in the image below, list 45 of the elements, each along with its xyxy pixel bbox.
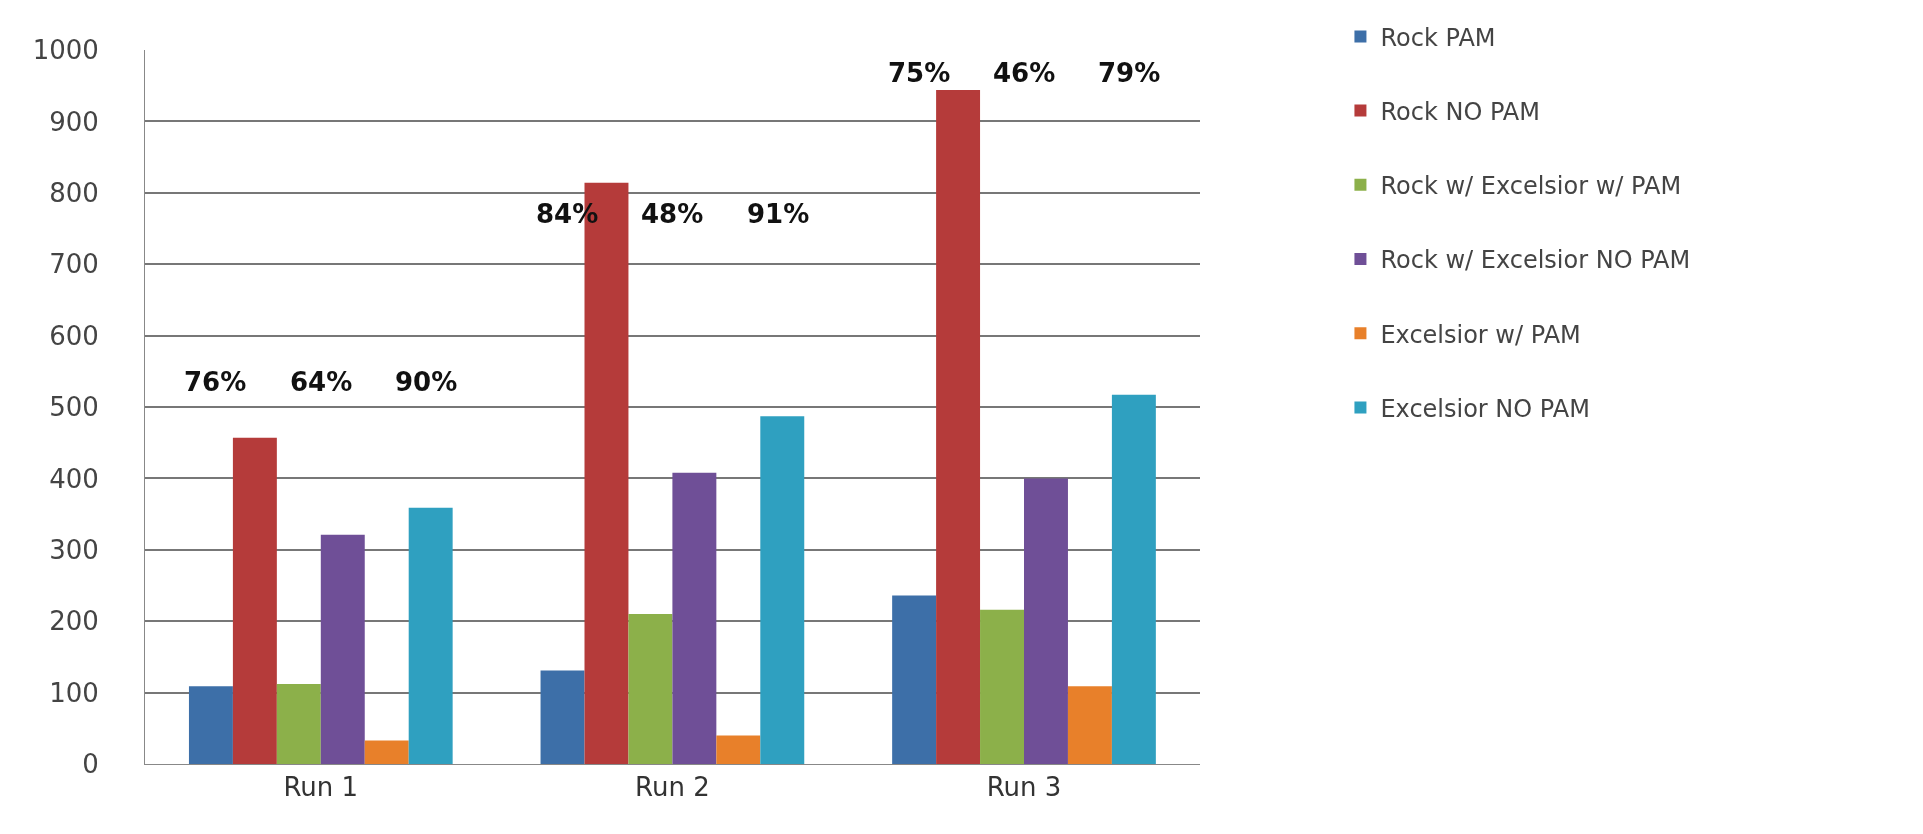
bar xyxy=(672,472,717,764)
y-tick-label: 400 xyxy=(49,463,99,494)
annotation: 76% xyxy=(184,367,247,397)
bar xyxy=(364,740,409,764)
bar xyxy=(980,609,1024,764)
bar xyxy=(892,595,937,764)
bar xyxy=(716,735,761,764)
y-tick-label: 800 xyxy=(49,177,99,208)
y-tick-label: 700 xyxy=(49,249,99,280)
bar xyxy=(320,534,365,764)
bar xyxy=(1067,686,1112,764)
x-tick-label: Run 3 xyxy=(986,772,1062,803)
annotation: 91% xyxy=(747,199,810,229)
y-tick-label: 500 xyxy=(49,392,99,423)
legend-label: Excelsior w/ PAM xyxy=(1380,320,1581,349)
bar xyxy=(628,614,673,764)
y-tick-label: 900 xyxy=(49,106,99,137)
y-tick-label: 600 xyxy=(49,320,99,351)
legend-label: Excelsior NO PAM xyxy=(1380,394,1590,423)
bar xyxy=(408,507,453,764)
annotation: 64% xyxy=(290,367,353,397)
y-tick-label: 200 xyxy=(49,606,99,637)
bar xyxy=(232,437,277,764)
bar xyxy=(1111,394,1156,764)
annotation: 46% xyxy=(993,58,1056,88)
x-tick-label: Run 2 xyxy=(635,772,710,803)
bar xyxy=(1024,478,1068,764)
legend-label: Rock PAM xyxy=(1380,23,1496,52)
legend-label: Rock NO PAM xyxy=(1380,97,1540,126)
bar xyxy=(936,89,981,764)
y-tick-label: 1000 xyxy=(32,35,99,66)
bar xyxy=(760,416,805,764)
y-tick-label: 100 xyxy=(49,677,99,708)
annotation: 75% xyxy=(888,58,951,88)
annotation: 48% xyxy=(641,199,704,229)
bar xyxy=(276,684,321,764)
bar xyxy=(540,670,585,764)
legend-label: Rock w/ Excelsior NO PAM xyxy=(1380,246,1691,275)
x-tick-label: Run 1 xyxy=(283,772,359,803)
legend-label: Rock w/ Excelsior w/ PAM xyxy=(1380,172,1682,201)
y-tick-label: 300 xyxy=(49,534,99,565)
annotation: 90% xyxy=(395,367,458,397)
bar xyxy=(188,686,233,764)
annotation: 79% xyxy=(1098,58,1161,88)
y-tick-label: 0 xyxy=(82,749,99,780)
